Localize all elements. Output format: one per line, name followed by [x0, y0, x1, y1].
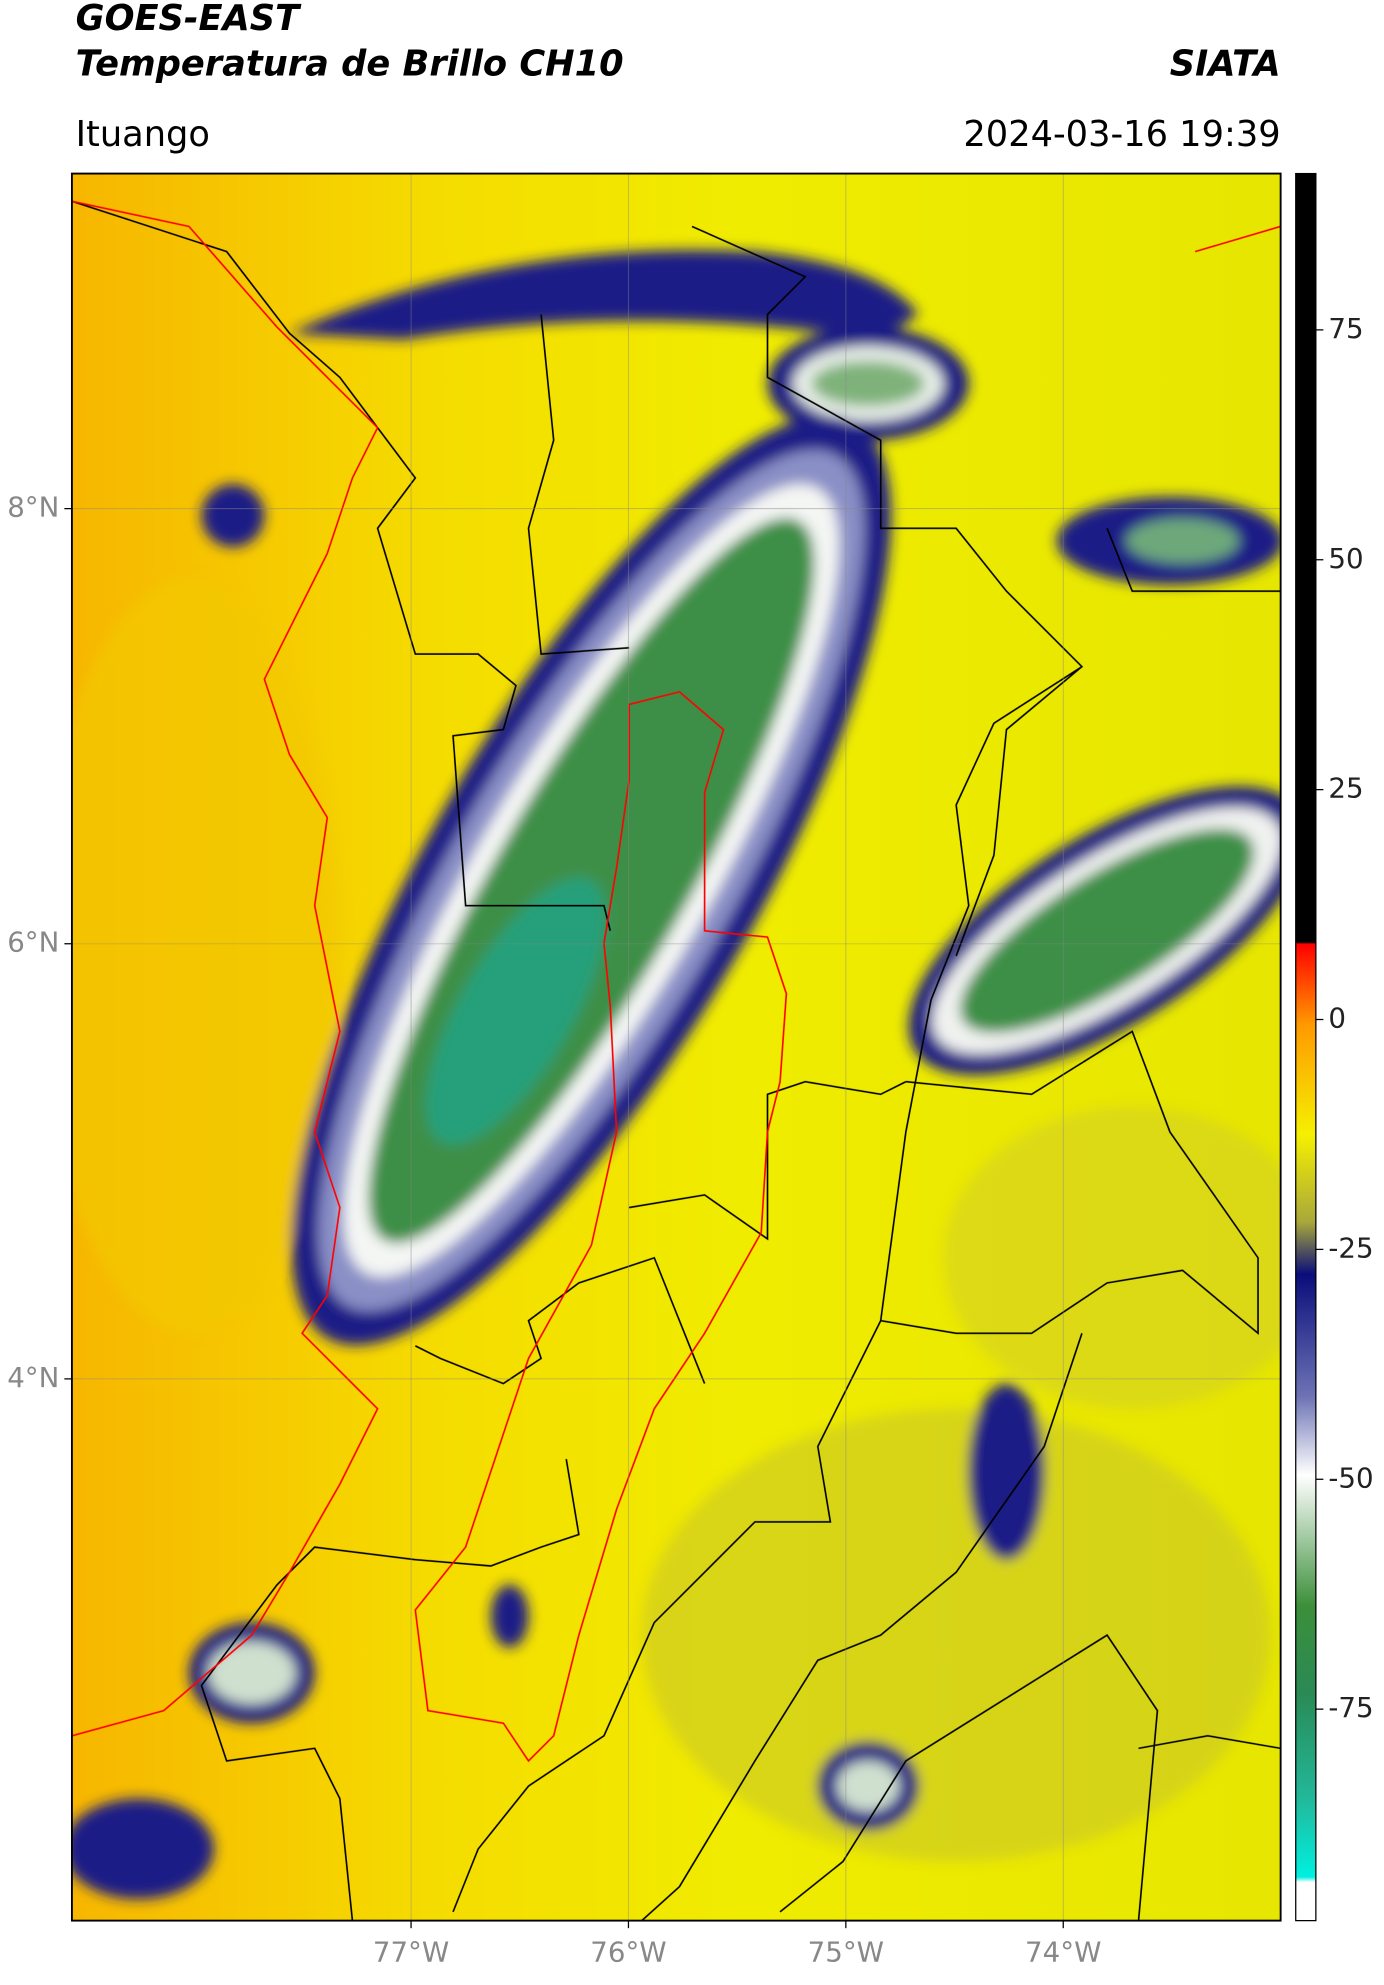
colorbar-tick-label: 0 [1328, 1002, 1346, 1035]
colorbar-ticks: 75 50 25 0 -25 -50 -75 [1315, 312, 1374, 1724]
colorbar-tick-label: -75 [1328, 1691, 1373, 1724]
colorbar [1295, 172, 1317, 1922]
brand: SIATA [1170, 43, 1281, 84]
x-tick-label: 77°W [373, 1935, 449, 1968]
y-tick-label: 8°N [7, 491, 59, 524]
location: Ituango [76, 114, 210, 155]
colorbar-tick-label: 25 [1328, 772, 1363, 805]
y-tick-label: 4°N [7, 1361, 59, 1394]
colorbar-tick-label: -50 [1328, 1461, 1373, 1494]
colorbar-tick-label: 75 [1328, 312, 1363, 345]
x-tick-label: 74°W [1025, 1935, 1101, 1968]
x-tick-label: 75°W [808, 1935, 884, 1968]
y-tick-label: 6°N [7, 926, 59, 959]
colorbar-tick-label: 50 [1328, 542, 1363, 575]
colorbar-tick-label: -25 [1328, 1231, 1373, 1264]
subtitle: Temperatura de Brillo CH10 [76, 43, 624, 84]
datetime: 2024-03-16 19:39 [963, 114, 1280, 155]
map-frame [70, 172, 1282, 1922]
satellite-image [71, 173, 1281, 1921]
grid: 77°W 76°W 75°W 74°W 8°N 6°N 4°N [7, 173, 1281, 1968]
x-tick-label: 76°W [590, 1935, 666, 1968]
title: GOES-EAST [76, 0, 302, 39]
